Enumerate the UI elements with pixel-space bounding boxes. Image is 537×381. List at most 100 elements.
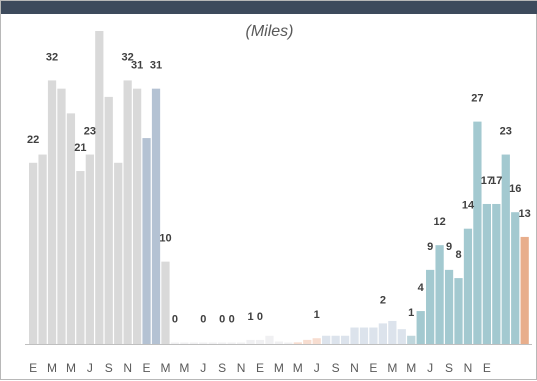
data-label-21: 0 xyxy=(229,314,235,326)
data-label-6: 23 xyxy=(84,126,96,138)
data-label-23: 1 xyxy=(247,311,253,323)
x-tick-label: E xyxy=(29,361,37,375)
bar-47 xyxy=(473,121,482,344)
bar-26 xyxy=(274,341,284,344)
data-label-52: 13 xyxy=(519,208,531,220)
data-label-43: 12 xyxy=(433,216,445,228)
bar-45 xyxy=(454,278,463,344)
bar-36 xyxy=(369,327,378,344)
bar-33 xyxy=(340,335,350,344)
data-label-30: 1 xyxy=(314,309,320,321)
x-tick-label: S xyxy=(445,361,453,375)
bar-27 xyxy=(284,342,293,344)
data-label-14: 10 xyxy=(159,233,171,245)
bar-37 xyxy=(378,323,387,344)
x-tick-label: N xyxy=(350,361,359,375)
data-label-50: 23 xyxy=(500,126,512,138)
chart-subtitle: (Miles) xyxy=(245,23,294,40)
x-tick-label: S xyxy=(105,361,113,375)
bar-5 xyxy=(76,171,85,344)
x-tick-label: S xyxy=(218,361,226,375)
x-tick-label: M xyxy=(47,361,57,375)
bar-16 xyxy=(180,342,189,344)
bar-13 xyxy=(151,88,161,344)
bar-52 xyxy=(520,236,529,344)
x-tick-label: J xyxy=(427,361,433,375)
data-label-10: 32 xyxy=(122,51,134,63)
bar-43 xyxy=(435,245,444,344)
x-tick-label: M xyxy=(66,361,76,375)
x-tick-label: M xyxy=(293,361,303,375)
data-label-2: 32 xyxy=(46,51,58,63)
bar-12 xyxy=(142,138,151,344)
bar-25 xyxy=(265,335,274,344)
bar-23 xyxy=(246,339,255,344)
bar-46 xyxy=(463,228,473,344)
x-tick-label: M xyxy=(274,361,284,375)
x-tick-label: M xyxy=(387,361,397,375)
data-label-48: 17 xyxy=(481,175,493,187)
x-tick-label: E xyxy=(256,361,264,375)
x-tick-label: N xyxy=(464,361,473,375)
x-tick-label: E xyxy=(143,361,151,375)
bar-9 xyxy=(114,162,123,344)
bar-32 xyxy=(331,335,340,344)
x-tick-label: M xyxy=(179,361,189,375)
bar-24 xyxy=(255,339,265,344)
bar-22 xyxy=(236,342,246,344)
bar-42 xyxy=(426,269,435,344)
bar-50 xyxy=(501,154,510,344)
bar-49 xyxy=(492,203,501,344)
data-label-15: 0 xyxy=(172,314,178,326)
data-label-11: 31 xyxy=(131,60,143,72)
data-label-44: 9 xyxy=(446,241,452,253)
bar-3 xyxy=(57,88,66,344)
bar-41 xyxy=(416,311,425,344)
data-label-37: 2 xyxy=(380,294,386,306)
bar-29 xyxy=(303,339,312,344)
data-label-24: 0 xyxy=(257,311,263,323)
data-label-5: 21 xyxy=(74,142,86,154)
data-label-20: 0 xyxy=(219,314,225,326)
data-label-18: 0 xyxy=(200,314,206,326)
bar-8 xyxy=(104,96,113,344)
data-label-13: 31 xyxy=(150,60,162,72)
x-tick-label: N xyxy=(237,361,246,375)
bar-14 xyxy=(161,261,170,344)
bar-30 xyxy=(312,338,321,344)
data-label-49: 17 xyxy=(490,175,502,187)
bar-48 xyxy=(482,203,491,344)
data-label-46: 14 xyxy=(462,200,475,212)
x-tick-label: E xyxy=(483,361,491,375)
bar-51 xyxy=(511,212,520,344)
x-tick-label: M xyxy=(160,361,170,375)
bar-34 xyxy=(350,327,359,344)
x-tick-label: J xyxy=(314,361,320,375)
bar-7 xyxy=(95,31,104,344)
bar-38 xyxy=(388,320,397,344)
x-tick-label: M xyxy=(406,361,416,375)
data-label-40: 1 xyxy=(408,307,414,319)
x-tick-label: J xyxy=(87,361,93,375)
data-label-41: 4 xyxy=(418,282,425,294)
bar-10 xyxy=(123,80,132,345)
bar-6 xyxy=(85,154,94,344)
bar-11 xyxy=(132,88,142,344)
x-tick-label: E xyxy=(369,361,377,375)
x-tick-label: J xyxy=(200,361,206,375)
bar-18 xyxy=(199,342,208,344)
bar-20 xyxy=(218,342,227,344)
data-label-45: 8 xyxy=(455,249,461,261)
bar-44 xyxy=(444,269,454,344)
header-bar xyxy=(1,1,537,14)
bar-31 xyxy=(322,335,331,344)
data-label-0: 22 xyxy=(27,134,39,146)
data-label-47: 27 xyxy=(471,93,483,105)
data-label-42: 9 xyxy=(427,241,433,253)
bar-40 xyxy=(407,335,416,344)
bar-4 xyxy=(66,113,76,345)
bar-21 xyxy=(227,342,236,344)
bar-2 xyxy=(47,80,57,345)
